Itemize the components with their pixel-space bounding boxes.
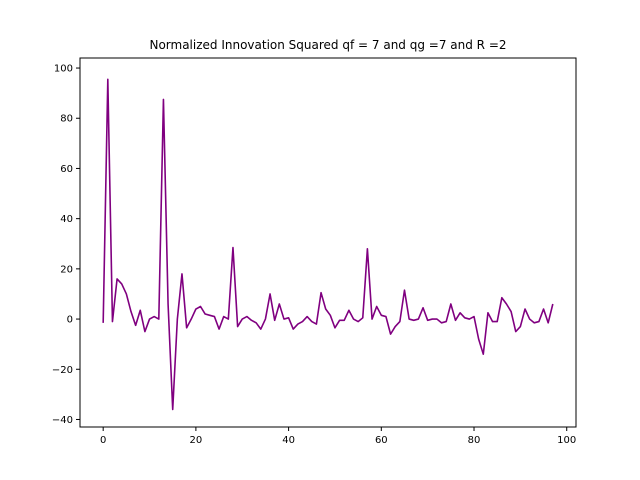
x-tick-label: 80 bbox=[468, 435, 481, 446]
x-tick-label: 20 bbox=[190, 435, 203, 446]
y-tick-label: 60 bbox=[60, 164, 73, 175]
y-tick-label: 80 bbox=[60, 114, 73, 125]
y-tick-label: −20 bbox=[52, 365, 73, 376]
y-tick-label: −40 bbox=[52, 415, 73, 426]
x-tick-label: 40 bbox=[282, 435, 295, 446]
x-axis: 0 20 40 60 80 100 bbox=[100, 427, 576, 446]
y-tick-label: 20 bbox=[60, 264, 73, 275]
series-group bbox=[102, 78, 554, 411]
y-tick-label: 100 bbox=[54, 64, 73, 75]
series-line bbox=[102, 78, 554, 411]
plot-area bbox=[79, 57, 577, 428]
y-axis: −40 −20 0 20 40 60 80 100 bbox=[52, 64, 80, 426]
x-tick-label: 0 bbox=[100, 435, 106, 446]
y-tick-label: 40 bbox=[60, 214, 73, 225]
y-tick-label: 0 bbox=[67, 315, 73, 326]
x-tick-label: 100 bbox=[557, 435, 576, 446]
chart-title: Normalized Innovation Squared qf = 7 and… bbox=[149, 38, 506, 52]
x-tick-label: 60 bbox=[375, 435, 388, 446]
